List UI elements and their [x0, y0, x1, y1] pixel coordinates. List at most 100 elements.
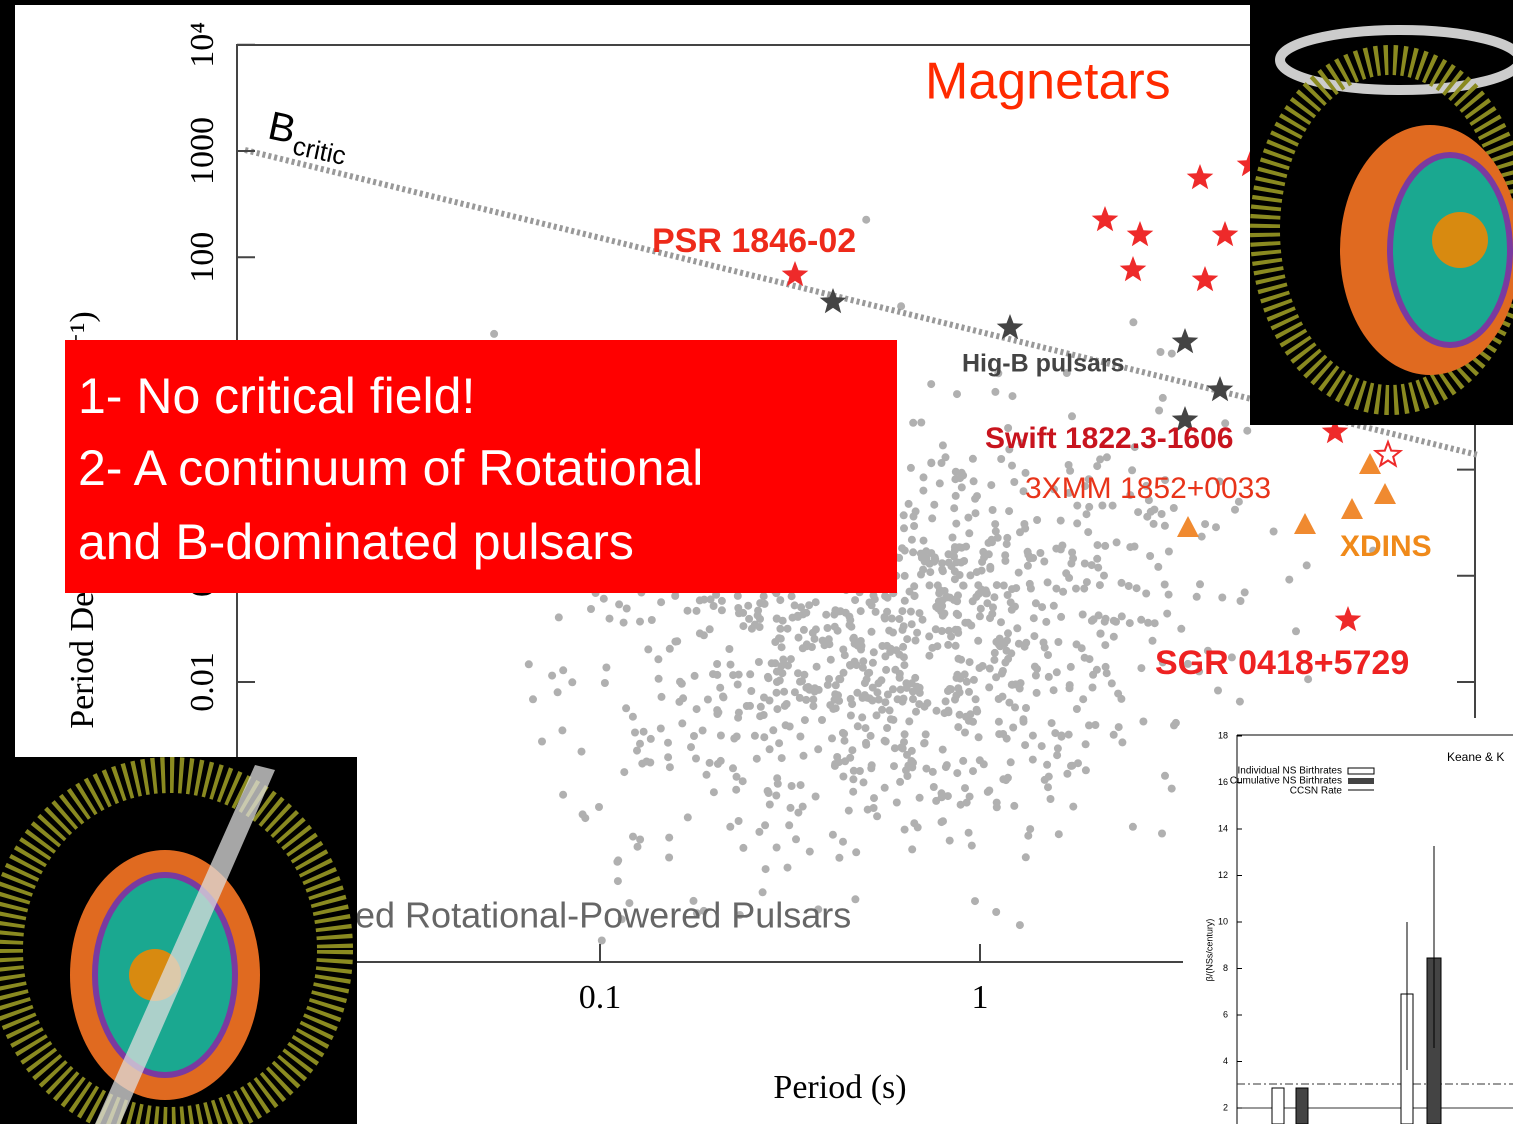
pulsar-dot: [763, 787, 772, 795]
pulsar-dot: [868, 683, 877, 692]
pulsar-dot: [1109, 616, 1118, 625]
pulsar-dot: [760, 733, 769, 742]
pulsar-dot: [870, 595, 879, 604]
pulsar-dot: [529, 695, 537, 704]
pulsar-dot: [1051, 729, 1060, 738]
magnetars-label: Magnetars: [925, 53, 1171, 111]
pulsar-dot: [732, 785, 741, 794]
pulsar-dot: [1028, 755, 1037, 764]
pulsar-dot: [1049, 686, 1058, 695]
pulsar-dot: [1128, 822, 1137, 831]
pulsar-dot: [1026, 584, 1035, 593]
pulsar-dot: [1227, 653, 1236, 662]
pulsar-dot: [944, 550, 953, 559]
pulsar-dot: [1053, 751, 1062, 760]
pulsar-dot: [1081, 482, 1090, 491]
pulsar-dot: [1085, 655, 1094, 664]
pulsar-dot: [1040, 643, 1049, 652]
pulsar-dot: [974, 636, 983, 645]
pulsar-dot: [942, 761, 951, 770]
xdins-label: XDINS: [1340, 530, 1432, 563]
pulsar-dot: [961, 784, 969, 793]
pulsar-dot: [1056, 516, 1065, 525]
pulsar-dot: [898, 607, 907, 616]
pulsar-dot: [921, 730, 930, 739]
pulsar-dot: [725, 645, 734, 653]
star-marker: [1372, 439, 1404, 468]
pulsar-dot: [969, 767, 977, 776]
xmm-label: 3XMM 1852+0033: [1025, 472, 1271, 505]
pulsar-dot: [794, 808, 803, 817]
pulsar-dot: [877, 676, 886, 685]
pulsar-dot: [1167, 784, 1176, 793]
pulsar-dot: [846, 711, 855, 720]
pulsar-dot: [1057, 612, 1066, 621]
pulsar-dot: [850, 639, 859, 648]
pulsar-dot: [726, 660, 735, 669]
pulsar-dot: [870, 794, 878, 803]
pulsar-dot: [966, 710, 975, 719]
pulsar-dot: [657, 692, 666, 701]
pulsar-dot: [919, 486, 928, 495]
pulsar-dot: [1236, 597, 1245, 605]
pulsar-dot: [968, 597, 977, 606]
pulsar-dot: [991, 520, 1000, 529]
star-marker: [1334, 606, 1362, 632]
pulsar-dot: [1192, 592, 1201, 601]
pulsar-dot: [1218, 593, 1227, 602]
pulsar-dot: [756, 702, 765, 711]
pulsar-dot: [524, 660, 533, 669]
pulsar-dot: [1139, 717, 1148, 726]
pulsar-dot: [654, 674, 663, 683]
pulsar-dot: [899, 622, 908, 631]
pulsar-dot: [1100, 571, 1108, 580]
pulsar-dot: [847, 622, 856, 631]
pulsar-dot: [1093, 554, 1102, 563]
pulsar-dot: [937, 818, 946, 827]
pulsar-dot: [1212, 523, 1220, 532]
pulsar-dot: [642, 757, 651, 766]
pulsar-dot: [739, 608, 748, 617]
pulsar-dot: [559, 790, 568, 799]
pulsar-dot: [771, 638, 780, 646]
pulsar-dot: [915, 700, 924, 709]
pulsar-dot: [1064, 730, 1073, 739]
pulsar-dot: [932, 602, 941, 611]
pulsar-dot: [839, 668, 848, 677]
pulsar-dot: [950, 567, 959, 576]
pulsar-dot: [577, 747, 586, 756]
triangle-marker: [1374, 483, 1396, 504]
pulsar-dot: [794, 669, 802, 678]
pulsar-dot: [839, 837, 847, 846]
pulsar-dot: [1052, 544, 1061, 553]
pulsar-dot: [559, 666, 568, 675]
star-marker: [1191, 266, 1219, 292]
pulsar-cloud: [254, 215, 1378, 945]
pulsar-dot: [778, 669, 787, 678]
pulsar-dot: [1128, 466, 1137, 475]
pulsar-dot: [1124, 582, 1133, 590]
pulsar-dot: [810, 634, 819, 643]
pulsar-dot: [1302, 561, 1311, 570]
pulsar-dot: [835, 853, 844, 862]
pulsar-dot: [1068, 548, 1077, 557]
pulsar-dot: [664, 753, 673, 762]
pulsar-dot: [683, 606, 692, 615]
pulsar-dot: [962, 677, 971, 686]
pulsar-dot: [1150, 619, 1159, 628]
pulsar-dot: [1102, 453, 1111, 462]
pulsar-dot: [992, 673, 1001, 682]
pulsar-dot: [828, 734, 836, 743]
pulsar-dot: [1100, 617, 1109, 626]
pulsar-dot: [840, 736, 849, 745]
pulsar-dot: [785, 722, 794, 731]
pulsar-dot: [772, 688, 781, 697]
pulsar-dot: [953, 390, 961, 399]
star-marker: [819, 288, 847, 314]
pulsar-dot: [852, 848, 861, 857]
star-marker: [781, 261, 809, 287]
pulsar-dot: [664, 738, 672, 747]
pulsar-dot: [900, 730, 909, 739]
pulsar-dot: [783, 624, 792, 633]
pulsar-dot: [1285, 575, 1294, 584]
